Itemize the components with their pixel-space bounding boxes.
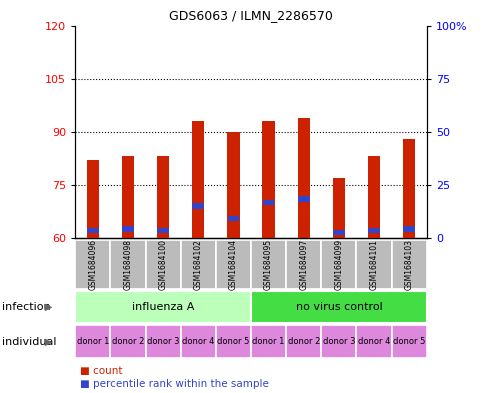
Text: GSM1684104: GSM1684104 bbox=[228, 239, 238, 290]
Bar bbox=[391, 240, 426, 289]
Bar bbox=[87, 160, 99, 238]
Bar bbox=[286, 325, 320, 358]
Text: GSM1684097: GSM1684097 bbox=[299, 239, 308, 290]
Text: donor 5: donor 5 bbox=[217, 337, 249, 346]
Bar bbox=[157, 156, 169, 238]
Text: GSM1684100: GSM1684100 bbox=[158, 239, 167, 290]
Text: donor 4: donor 4 bbox=[182, 337, 214, 346]
Text: GSM1684096: GSM1684096 bbox=[88, 239, 97, 290]
Text: ▶: ▶ bbox=[45, 336, 52, 347]
Text: GSM1684103: GSM1684103 bbox=[404, 239, 413, 290]
Bar bbox=[391, 325, 426, 358]
Bar bbox=[320, 240, 356, 289]
Text: GSM1684102: GSM1684102 bbox=[193, 239, 202, 290]
Bar bbox=[251, 240, 286, 289]
Bar bbox=[227, 132, 239, 238]
Text: GSM1684095: GSM1684095 bbox=[263, 239, 272, 290]
Bar bbox=[251, 325, 286, 358]
Text: donor 2: donor 2 bbox=[111, 337, 144, 346]
Bar bbox=[227, 216, 239, 221]
Text: GSM1684099: GSM1684099 bbox=[333, 239, 343, 290]
Bar bbox=[215, 240, 251, 289]
Bar bbox=[262, 121, 274, 238]
Text: donor 2: donor 2 bbox=[287, 337, 319, 346]
Bar bbox=[145, 240, 180, 289]
Text: no virus control: no virus control bbox=[295, 302, 381, 312]
Bar bbox=[87, 228, 98, 233]
Bar bbox=[110, 240, 145, 289]
Bar bbox=[403, 226, 414, 231]
Text: donor 1: donor 1 bbox=[76, 337, 109, 346]
Bar bbox=[145, 325, 180, 358]
Text: donor 5: donor 5 bbox=[392, 337, 424, 346]
Bar bbox=[75, 240, 110, 289]
Text: donor 3: donor 3 bbox=[147, 337, 179, 346]
Bar bbox=[297, 118, 309, 238]
Bar bbox=[192, 121, 204, 238]
Bar bbox=[332, 178, 344, 238]
Text: donor 1: donor 1 bbox=[252, 337, 284, 346]
Bar bbox=[320, 325, 356, 358]
Bar bbox=[297, 196, 309, 202]
Bar bbox=[286, 240, 320, 289]
Bar bbox=[356, 325, 391, 358]
Bar bbox=[180, 240, 215, 289]
Text: ▶: ▶ bbox=[45, 302, 52, 312]
Bar bbox=[356, 240, 391, 289]
Text: influenza A: influenza A bbox=[132, 302, 194, 312]
Bar bbox=[110, 325, 145, 358]
Text: GSM1684098: GSM1684098 bbox=[123, 239, 132, 290]
Title: GDS6063 / ILMN_2286570: GDS6063 / ILMN_2286570 bbox=[169, 9, 332, 22]
Bar bbox=[251, 291, 426, 323]
Bar bbox=[333, 230, 344, 235]
Bar bbox=[262, 200, 274, 205]
Text: ■ count: ■ count bbox=[80, 366, 122, 376]
Text: ■ percentile rank within the sample: ■ percentile rank within the sample bbox=[80, 379, 268, 389]
Bar bbox=[402, 139, 414, 238]
Bar bbox=[157, 228, 168, 233]
Bar bbox=[192, 203, 204, 209]
Text: donor 3: donor 3 bbox=[322, 337, 354, 346]
Bar bbox=[215, 325, 251, 358]
Bar bbox=[367, 228, 379, 233]
Text: individual: individual bbox=[2, 336, 57, 347]
Text: infection: infection bbox=[2, 302, 51, 312]
Text: GSM1684101: GSM1684101 bbox=[369, 239, 378, 290]
Text: donor 4: donor 4 bbox=[357, 337, 390, 346]
Bar bbox=[121, 156, 134, 238]
Bar bbox=[180, 325, 215, 358]
Bar bbox=[367, 156, 379, 238]
Bar bbox=[122, 226, 134, 231]
Bar bbox=[75, 325, 110, 358]
Bar bbox=[75, 291, 251, 323]
